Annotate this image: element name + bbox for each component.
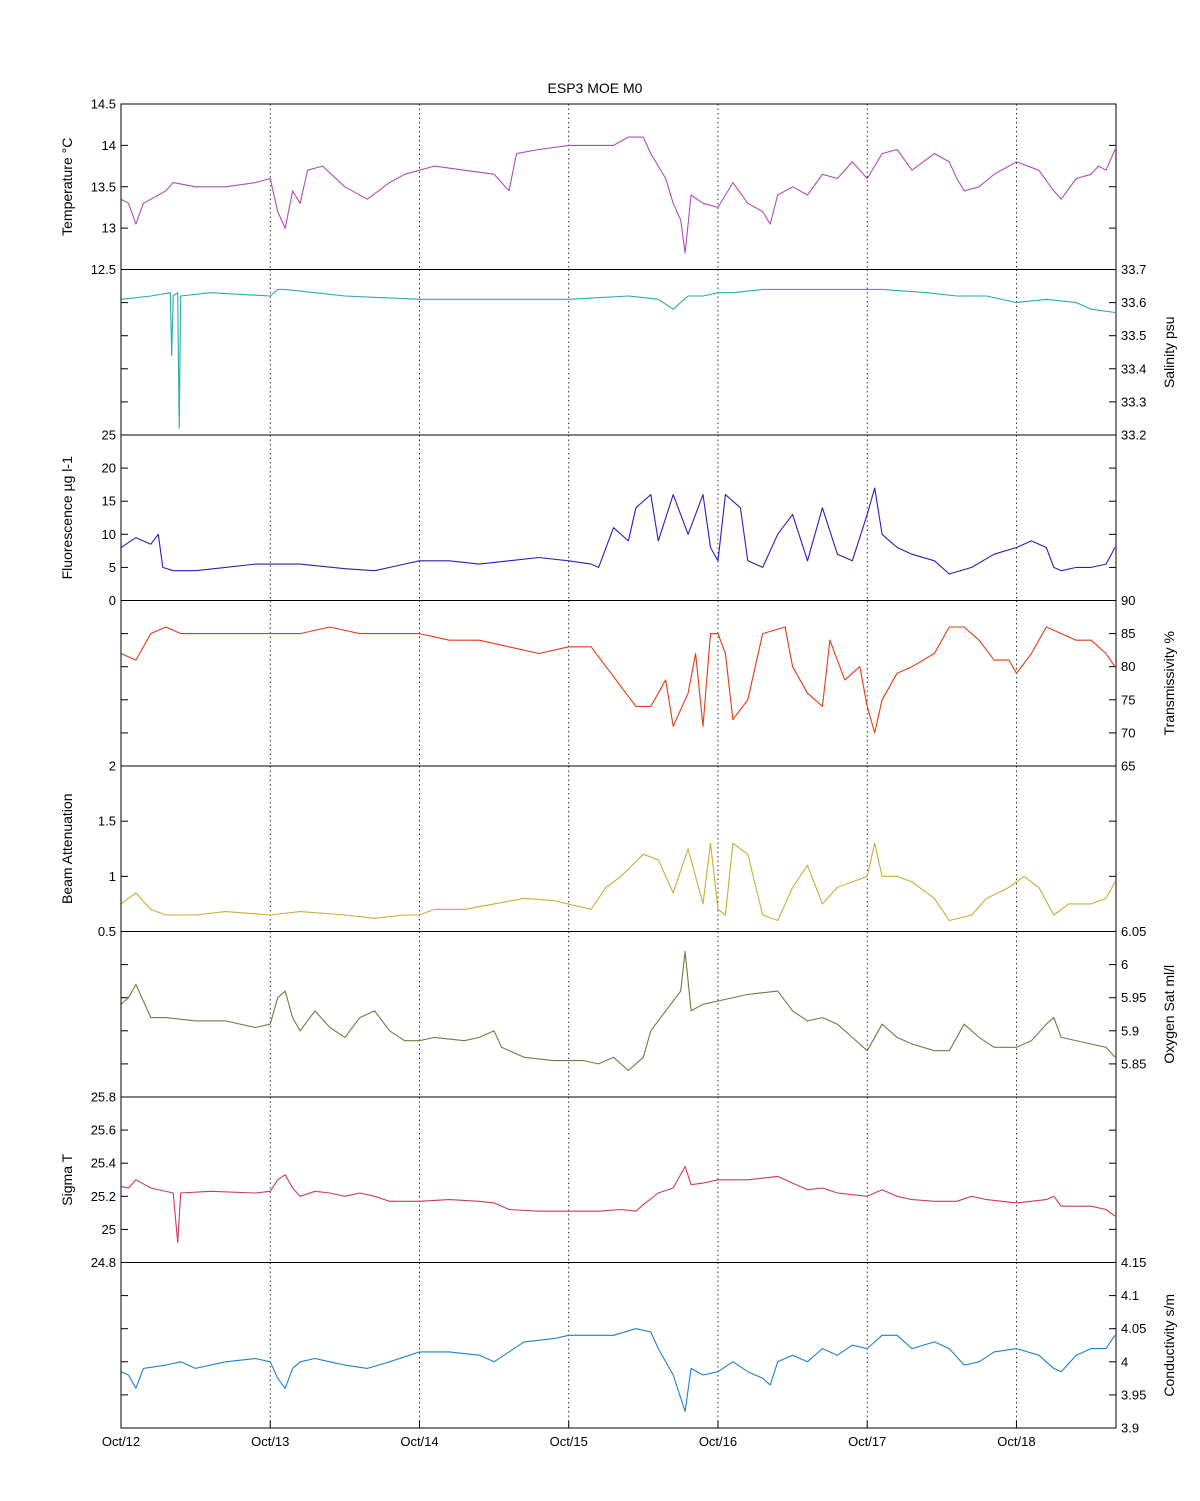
y-tick-label: 3.9 [1121, 1421, 1139, 1436]
y-tick-label: 25 [102, 428, 116, 443]
x-tick-label: Oct/18 [997, 1434, 1035, 1449]
y-axis-label: Oxygen Sat ml/l [1161, 965, 1177, 1064]
y-tick-label: 5 [109, 560, 116, 575]
y-tick-label: 33.4 [1121, 361, 1146, 376]
y-tick-label: 1.5 [98, 814, 116, 829]
panel-beam-attenuation: 0.5 1 1.5 2 Beam Attenuation [59, 759, 1117, 939]
x-tick-label: Oct/17 [848, 1434, 886, 1449]
y-tick-label: 33.2 [1121, 428, 1146, 443]
y-axis-label: Salinity psu [1161, 316, 1177, 388]
y-tick-label: 6.05 [1121, 924, 1146, 939]
y-tick-label: 24.8 [91, 1255, 116, 1270]
y-tick-label: 14.5 [91, 97, 116, 112]
series-line-oxygen [121, 950, 1116, 1072]
y-tick-label: 4 [1121, 1354, 1128, 1369]
y-tick-label: 33.5 [1121, 328, 1146, 343]
panel-salinity: 33.2 33.3 33.4 33.5 33.6 33.7 Salinity psu [120, 262, 1177, 443]
y-tick-label: 75 [1121, 692, 1135, 707]
y-tick-label: 6 [1121, 957, 1128, 972]
y-axis-label: Conductivity s/m [1161, 1294, 1177, 1397]
x-tick-label: Oct/14 [400, 1434, 438, 1449]
panel-frame [120, 1262, 1117, 1429]
series-line-temperature [121, 136, 1116, 254]
y-tick-label: 2 [109, 759, 116, 774]
series-line-fluorescence [121, 487, 1116, 575]
panel-temperature: 12.5 13 13.5 14 14.5 Temperature °C [59, 97, 1117, 277]
panel-transmissivity: 65 70 75 80 85 90 Transmissivity % [120, 593, 1177, 774]
series-line-salinity [121, 288, 1116, 429]
y-tick-label: 80 [1121, 659, 1135, 674]
y-tick-label: 70 [1121, 725, 1135, 740]
panel-sigma-t: 24.8 25 25.2 25.4 25.6 25.8 Sigma T [59, 1090, 1117, 1270]
series-line-transmissivity [121, 626, 1116, 734]
y-tick-label: 0 [109, 593, 116, 608]
y-axis-label: Sigma T [59, 1153, 75, 1205]
x-tick-label: Oct/16 [699, 1434, 737, 1449]
y-tick-label: 4.15 [1121, 1255, 1146, 1270]
y-tick-label: 33.6 [1121, 295, 1146, 310]
y-tick-label: 33.7 [1121, 262, 1146, 277]
y-tick-label: 25 [102, 1222, 116, 1237]
y-tick-label: 0.5 [98, 924, 116, 939]
x-tick-label: Oct/12 [102, 1434, 140, 1449]
y-tick-label: 10 [102, 527, 116, 542]
x-tick-label: Oct/15 [550, 1434, 588, 1449]
x-axis: Oct/12 Oct/13 Oct/14 Oct/15 Oct/16 Oct/17 Oct/… [102, 1421, 1036, 1449]
y-tick-label: 13.5 [91, 179, 116, 194]
y-tick-label: 65 [1121, 759, 1135, 774]
series-line-sigma-t [121, 1165, 1116, 1244]
y-axis-label: Beam Attenuation [59, 793, 75, 904]
y-tick-label: 25.8 [91, 1090, 116, 1105]
series-line-beam-attenuation [121, 842, 1116, 922]
y-tick-label: 4.1 [1121, 1288, 1139, 1303]
y-tick-label: 5.9 [1121, 1023, 1139, 1038]
x-tick-label: Oct/13 [251, 1434, 289, 1449]
y-tick-label: 12.5 [91, 262, 116, 277]
y-axis-label: Transmissivity % [1161, 631, 1177, 736]
y-tick-label: 1 [109, 869, 116, 884]
y-tick-label: 25.2 [91, 1189, 116, 1204]
y-tick-label: 4.05 [1121, 1321, 1146, 1336]
y-tick-label: 90 [1121, 593, 1135, 608]
series-line-conductivity [121, 1328, 1116, 1413]
panel-conductivity: 3.9 3.95 4 4.05 4.1 4.15 Conductivity s/m [120, 1255, 1177, 1436]
panel-fluorescence: 0 5 10 15 20 25 Fluorescence µg l-1 [59, 428, 1117, 608]
y-tick-label: 14 [102, 138, 116, 153]
panel-oxygen: 5.85 5.9 5.95 6 6.05 Oxygen Sat ml/l [120, 924, 1177, 1098]
y-tick-label: 13 [102, 221, 116, 236]
y-tick-label: 25.6 [91, 1123, 116, 1138]
y-axis-label: Temperature °C [59, 138, 75, 236]
y-tick-label: 25.4 [91, 1156, 116, 1171]
y-tick-label: 5.95 [1121, 990, 1146, 1005]
y-tick-label: 3.95 [1121, 1387, 1146, 1402]
y-tick-label: 20 [102, 461, 116, 476]
chart-title: ESP3 MOE M0 [548, 80, 643, 96]
y-tick-label: 15 [102, 494, 116, 509]
y-tick-label: 5.85 [1121, 1056, 1146, 1071]
y-tick-label: 33.3 [1121, 394, 1146, 409]
y-axis-label: Fluorescence µg l-1 [59, 456, 75, 579]
y-tick-label: 85 [1121, 626, 1135, 641]
